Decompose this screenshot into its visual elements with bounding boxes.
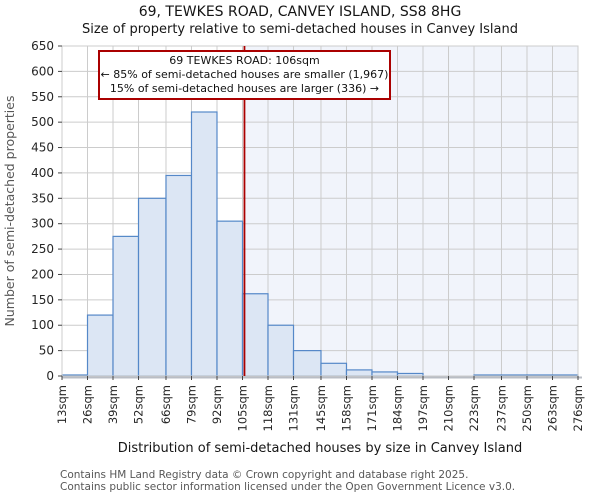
x-tick-label: 92sqm: [210, 385, 224, 424]
property-annotation-box: 69 TEWKES ROAD: 106sqm ← 85% of semi-det…: [98, 50, 391, 101]
x-tick-label: 276sqm: [571, 385, 585, 431]
plot-border: [61, 45, 579, 377]
annotation-larger-share: 15% of semi-detached houses are larger (…: [109, 81, 380, 95]
histogram-bar-79-92sqm: [190, 111, 218, 377]
y-tick-label: 150: [31, 293, 54, 307]
y-tick-label: 550: [31, 90, 54, 104]
y-tick-label: 450: [31, 141, 54, 155]
y-tick-label: 200: [31, 267, 54, 281]
annotation-property-size: 69 TEWKES ROAD: 106sqm: [169, 54, 320, 67]
larger-region-shade: [244, 46, 579, 376]
y-tick-label: 650: [31, 39, 54, 53]
histogram-bar-92-105sqm: [216, 220, 244, 377]
x-tick-label: 223sqm: [467, 385, 481, 431]
x-tick-label: 145sqm: [314, 385, 328, 431]
x-tick-label: 79sqm: [184, 385, 198, 424]
histogram-bar-52-66sqm: [137, 197, 167, 377]
chart-subtitle: Size of property relative to semi-detach…: [81, 22, 518, 37]
histogram-bar-145-158sqm: [320, 362, 348, 377]
y-tick-label: 400: [31, 166, 54, 180]
attribution-line-2: Contains public sector information licen…: [60, 480, 516, 493]
x-tick-label: 118sqm: [261, 385, 275, 431]
attribution-line-1: Contains HM Land Registry data © Crown c…: [60, 469, 469, 481]
x-tick-label: 131sqm: [287, 385, 301, 431]
histogram-bar-66-79sqm: [165, 174, 193, 377]
x-tick-label: 13sqm: [55, 385, 69, 424]
y-tick-label: 300: [31, 217, 54, 231]
y-tick-label: 250: [31, 242, 54, 256]
y-axis-title: Number of semi-detached properties: [2, 96, 17, 327]
x-tick-label: 250sqm: [520, 385, 534, 431]
x-tick-label: 171sqm: [365, 385, 379, 431]
y-tick-label: 100: [31, 318, 54, 332]
histogram-bar-158-171sqm: [345, 369, 373, 377]
x-tick-label: 52sqm: [132, 385, 146, 424]
histogram-bar-171-184sqm: [371, 371, 399, 377]
x-tick-label: 66sqm: [159, 385, 173, 424]
histogram-bar-118-131sqm: [267, 324, 295, 377]
y-tick-label: 500: [31, 115, 54, 129]
y-tick-label: 600: [31, 64, 54, 78]
x-tick-label: 105sqm: [236, 385, 250, 431]
histogram-bar-39-52sqm: [112, 235, 140, 377]
y-tick-label: 0: [46, 369, 54, 383]
histogram-bar-26-39sqm: [86, 314, 114, 377]
x-axis-title: Distribution of semi-detached houses by …: [118, 441, 522, 456]
x-tick-label: 237sqm: [494, 385, 508, 431]
x-tick-label: 158sqm: [339, 385, 353, 431]
x-tick-label: 39sqm: [106, 385, 120, 424]
x-tick-label: 184sqm: [390, 385, 404, 431]
annotation-smaller-share: ← 85% of semi-detached houses are smalle…: [100, 67, 389, 81]
x-tick-label: 197sqm: [416, 385, 430, 431]
x-tick-label: 26sqm: [81, 385, 95, 424]
attribution-footer: Contains HM Land Registry data © Crown c…: [60, 469, 590, 493]
y-tick-label: 50: [39, 344, 54, 358]
histogram-bar-131-145sqm: [292, 350, 322, 377]
chart-title: 69, TEWKES ROAD, CANVEY ISLAND, SS8 8HG: [138, 4, 462, 20]
x-tick-label: 210sqm: [442, 385, 456, 431]
x-tick-label: 263sqm: [545, 385, 559, 431]
histogram-bar-105-118sqm: [241, 293, 269, 377]
y-tick-label: 350: [31, 191, 54, 205]
